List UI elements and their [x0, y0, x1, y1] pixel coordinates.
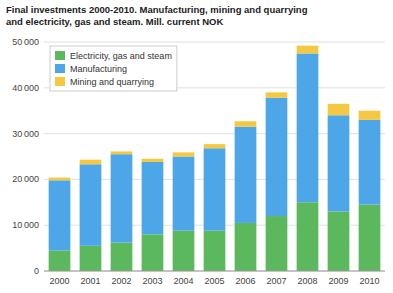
y-tick-label: 10 000: [12, 220, 39, 230]
legend-label: Electricity, gas and steam: [70, 51, 172, 61]
bar-segment: [204, 144, 226, 148]
y-tick-label: 20 000: [12, 174, 39, 184]
x-tick-label: 2003: [142, 276, 162, 286]
bar-segment: [111, 151, 133, 154]
bar-segment: [49, 250, 71, 271]
grid-line: [44, 42, 385, 43]
title: Final investments 2000-2010. Manufacturi…: [6, 4, 308, 27]
y-tick-label: 40 000: [12, 83, 39, 93]
bar-segment: [359, 205, 381, 271]
bar-segment: [142, 159, 164, 162]
bar-segment: [204, 148, 226, 230]
bar-segment: [266, 216, 288, 271]
bar-segment: [142, 234, 164, 271]
x-tick-label: 2004: [173, 276, 193, 286]
legend: Electricity, gas and steam Manufacturing M…: [50, 46, 177, 91]
bar-segment: [111, 154, 133, 242]
bar-segment: [173, 157, 195, 231]
x-tick-label: 2007: [266, 276, 286, 286]
bar-segment: [297, 46, 319, 54]
legend-swatch: [55, 51, 65, 60]
legend-swatch: [55, 77, 65, 86]
bar-segment: [359, 111, 381, 120]
legend-swatch: [55, 64, 65, 73]
legend-label: Mining and quarrying: [70, 77, 154, 87]
bars: [49, 46, 381, 271]
bar-segment: [49, 180, 71, 250]
bar-segment: [266, 98, 288, 216]
x-tick-label: 2009: [328, 276, 348, 286]
x-axis: [44, 271, 385, 272]
bar-segment: [204, 231, 226, 271]
bar-segment: [328, 104, 350, 115]
x-tick-label: 2005: [204, 276, 224, 286]
grid-line: [44, 271, 385, 272]
bar-segment: [142, 162, 164, 234]
y-tick-label: 50 000: [12, 37, 39, 47]
bar-segment: [80, 246, 102, 271]
bar-segment: [297, 202, 319, 271]
x-tick-label: 2002: [111, 276, 131, 286]
bar-segment: [235, 121, 257, 126]
x-tick-label: 2008: [297, 276, 317, 286]
y-tick-label: 30 000: [12, 129, 39, 139]
bar-segment: [266, 92, 288, 97]
bar-segment: [80, 160, 102, 165]
bar-segment: [111, 243, 133, 271]
x-tick-label: 2000: [49, 276, 69, 286]
bar-segment: [235, 223, 257, 271]
grid: [44, 42, 385, 271]
bar-segment: [235, 127, 257, 223]
bar-segment: [328, 115, 350, 211]
legend-label: Manufacturing: [70, 64, 127, 74]
bar-segment: [359, 120, 381, 205]
bar-segment: [328, 211, 350, 271]
y-tick-label: 0: [34, 266, 39, 276]
x-tick-label: 2010: [359, 276, 379, 286]
x-tick-label: 2001: [80, 276, 100, 286]
bar-segment: [173, 231, 195, 271]
chart: Final investments 2000-2010. Manufacturi…: [0, 0, 393, 293]
bar-segment: [80, 164, 102, 246]
bar-segment: [49, 178, 71, 181]
x-tick-label: 2006: [235, 276, 255, 286]
legend-box: [50, 46, 177, 91]
bar-segment: [297, 53, 319, 202]
bar-segment: [173, 152, 195, 156]
